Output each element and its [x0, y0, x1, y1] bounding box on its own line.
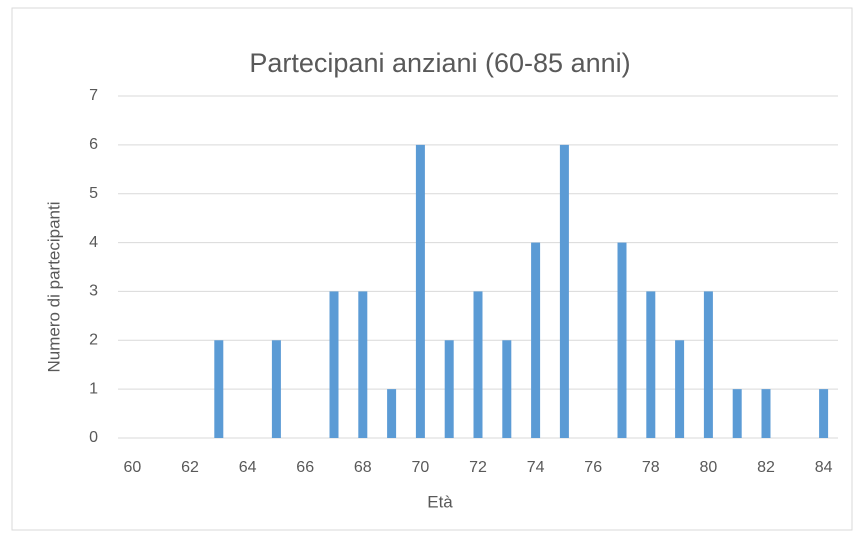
y-tick-label: 6: [89, 136, 98, 153]
bar: [271, 340, 281, 438]
bar: [387, 389, 397, 438]
bar: [358, 291, 368, 438]
x-tick-label: 66: [296, 459, 314, 476]
bar: [617, 242, 627, 438]
x-axis-label: Età: [427, 492, 453, 511]
bar: [819, 389, 829, 438]
bar: [329, 291, 339, 438]
bar: [646, 291, 656, 438]
chart-title: Partecipani anziani (60-85 anni): [249, 48, 630, 78]
x-tick-label: 80: [700, 459, 718, 476]
x-tick-label: 70: [412, 459, 430, 476]
bar: [703, 291, 713, 438]
chart-frame: [11, 7, 853, 531]
y-axis-label: Numero di partecipanti: [44, 201, 63, 372]
bar: [214, 340, 224, 438]
y-tick-label: 2: [89, 332, 98, 349]
y-tick-label: 7: [89, 87, 98, 104]
bar: [415, 144, 425, 438]
x-tick-label: 76: [584, 459, 602, 476]
x-tick-label: 78: [642, 459, 660, 476]
x-tick-label: 74: [527, 459, 545, 476]
x-tick-label: 72: [469, 459, 487, 476]
bar: [559, 144, 569, 438]
x-tick-label: 84: [815, 459, 833, 476]
bar: [732, 389, 742, 438]
x-tick-label: 62: [181, 459, 199, 476]
bar: [761, 389, 771, 438]
bar: [444, 340, 454, 438]
x-tick-label: 68: [354, 459, 372, 476]
y-tick-label: 1: [89, 380, 98, 397]
x-tick-label: 60: [124, 459, 142, 476]
x-tick-label: 82: [757, 459, 775, 476]
y-tick-label: 3: [89, 283, 98, 300]
bar: [531, 242, 541, 438]
bar: [502, 340, 512, 438]
bar: [675, 340, 685, 438]
y-tick-label: 5: [89, 185, 98, 202]
y-tick-label: 0: [89, 429, 98, 446]
bar: [473, 291, 483, 438]
x-tick-label: 64: [239, 459, 257, 476]
y-tick-label: 4: [89, 234, 98, 251]
